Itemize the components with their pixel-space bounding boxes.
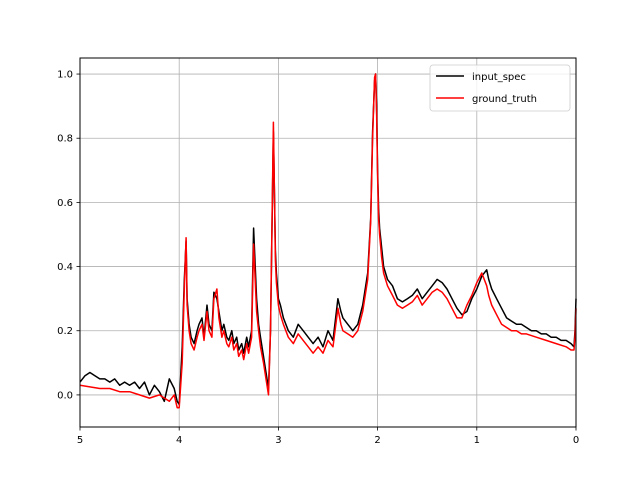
legend: input_spec ground_truth [429,64,571,112]
x-tick-label: 2 [374,435,380,446]
y-tick-label: 0.4 [57,262,73,273]
x-tick-label: 1 [474,435,480,446]
y-tick-label: 1.0 [57,70,73,81]
legend-label: ground_truth [472,94,537,105]
axes-frame [79,57,577,428]
x-tick-label: 3 [275,435,281,446]
series-line-ground-truth [79,73,577,409]
y-tick-label: 0.0 [57,390,73,401]
x-tick-label: 0 [573,435,579,446]
series-layer [79,73,577,409]
legend-box [429,64,571,112]
legend-label: input_spec [472,72,526,83]
grid [79,58,577,427]
x-tick-label: 4 [176,435,182,446]
y-tick-label: 0.6 [57,198,73,209]
x-tick-label: 5 [77,435,83,446]
ticks: 5 4 3 2 1 0 0.0 0.2 0.4 0.6 0.8 1.0 [57,70,579,446]
y-tick-label: 0.2 [57,326,73,337]
y-tick-label: 0.8 [57,134,73,145]
